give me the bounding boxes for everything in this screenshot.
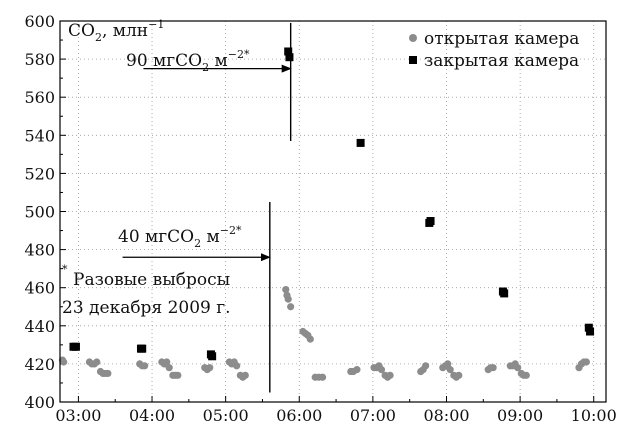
point-open-chamber [287,303,295,311]
point-closed-chamber [285,53,294,62]
point-open-chamber [386,371,394,379]
data-points [58,47,595,381]
y-tick-label: 600 [24,12,55,31]
point-open-chamber [163,358,171,366]
y-tick-label: 520 [24,164,55,183]
point-open-chamber [60,358,68,366]
legend-marker-open [409,34,417,42]
point-open-chamber [141,362,149,370]
point-open-chamber [165,364,173,372]
point-open-chamber [377,366,386,374]
y-tick-label: 440 [24,317,55,336]
point-closed-chamber [208,352,217,361]
legend: открытая камера закрытая камера [409,29,579,71]
point-open-chamber [422,362,430,370]
point-closed-chamber [71,342,80,351]
point-closed-chamber [586,327,595,336]
point-open-chamber [444,360,452,368]
point-open-chamber [282,286,290,294]
point-closed-chamber [426,217,435,226]
x-tick-label: 07:00 [350,406,396,425]
point-closed-chamber [356,138,365,147]
point-open-chamber [489,364,497,372]
annotations: 90 мгCO2 м−2* 40 мгCO2 м−2* * Разовые вы… [62,22,292,393]
y-tick-label: 460 [24,279,55,298]
footnote-line-1: Разовые выбросы [73,270,230,290]
x-axis-ticks: 03:00 04:00 05:00 06:00 07:00 08:00 09:00 10:00 [55,396,617,425]
point-closed-chamber [284,47,293,56]
y-tick-label: 560 [24,88,55,107]
y-axis-ticks: 400 420 440 460 480 500 520 540 560 580 600 [24,12,66,412]
legend-marker-closed [409,56,417,64]
point-open-chamber [174,371,182,379]
y-tick-label: 500 [24,203,55,222]
x-tick-label: 09:00 [497,406,543,425]
y-tick-label: 420 [24,355,55,374]
footnote-line-2: 23 декабря 2009 г. [62,298,231,318]
point-open-chamber [93,358,101,366]
point-open-chamber [514,364,522,372]
point-open-chamber [206,364,214,372]
x-tick-label: 08:00 [423,406,469,425]
point-closed-chamber [138,344,147,353]
grid-lines [60,21,606,402]
point-closed-chamber [500,289,509,298]
y-axis-label: CO2, млн−1 [68,18,164,44]
point-open-chamber [522,371,530,379]
point-open-chamber [104,369,112,378]
legend-label-open: открытая камера [424,29,579,49]
point-open-chamber [582,358,590,366]
point-open-chamber [306,335,314,343]
point-open-chamber [318,373,327,381]
x-tick-label: 10:00 [571,406,617,425]
point-open-chamber [446,366,454,374]
x-tick-label: 06:00 [276,406,322,425]
y-tick-label: 540 [24,126,55,145]
legend-label-closed: закрытая камера [424,51,579,71]
point-open-chamber [353,366,361,374]
x-tick-label: 05:00 [203,406,249,425]
point-open-chamber [455,371,463,379]
y-tick-label: 480 [24,241,55,260]
annotation-top: 90 мгCO2 м−2* [126,48,250,74]
x-tick-label: 03:00 [55,406,101,425]
annotation-mid: 40 мгCO2 м−2* [118,224,242,250]
y-tick-label: 400 [24,393,55,412]
footnote-mark: * [62,263,68,276]
point-open-chamber [241,371,249,379]
y-tick-label: 580 [24,50,55,69]
point-open-chamber [284,295,292,303]
point-open-chamber [233,362,241,370]
plot-frame [59,20,607,403]
x-tick-label: 04:00 [129,406,175,425]
